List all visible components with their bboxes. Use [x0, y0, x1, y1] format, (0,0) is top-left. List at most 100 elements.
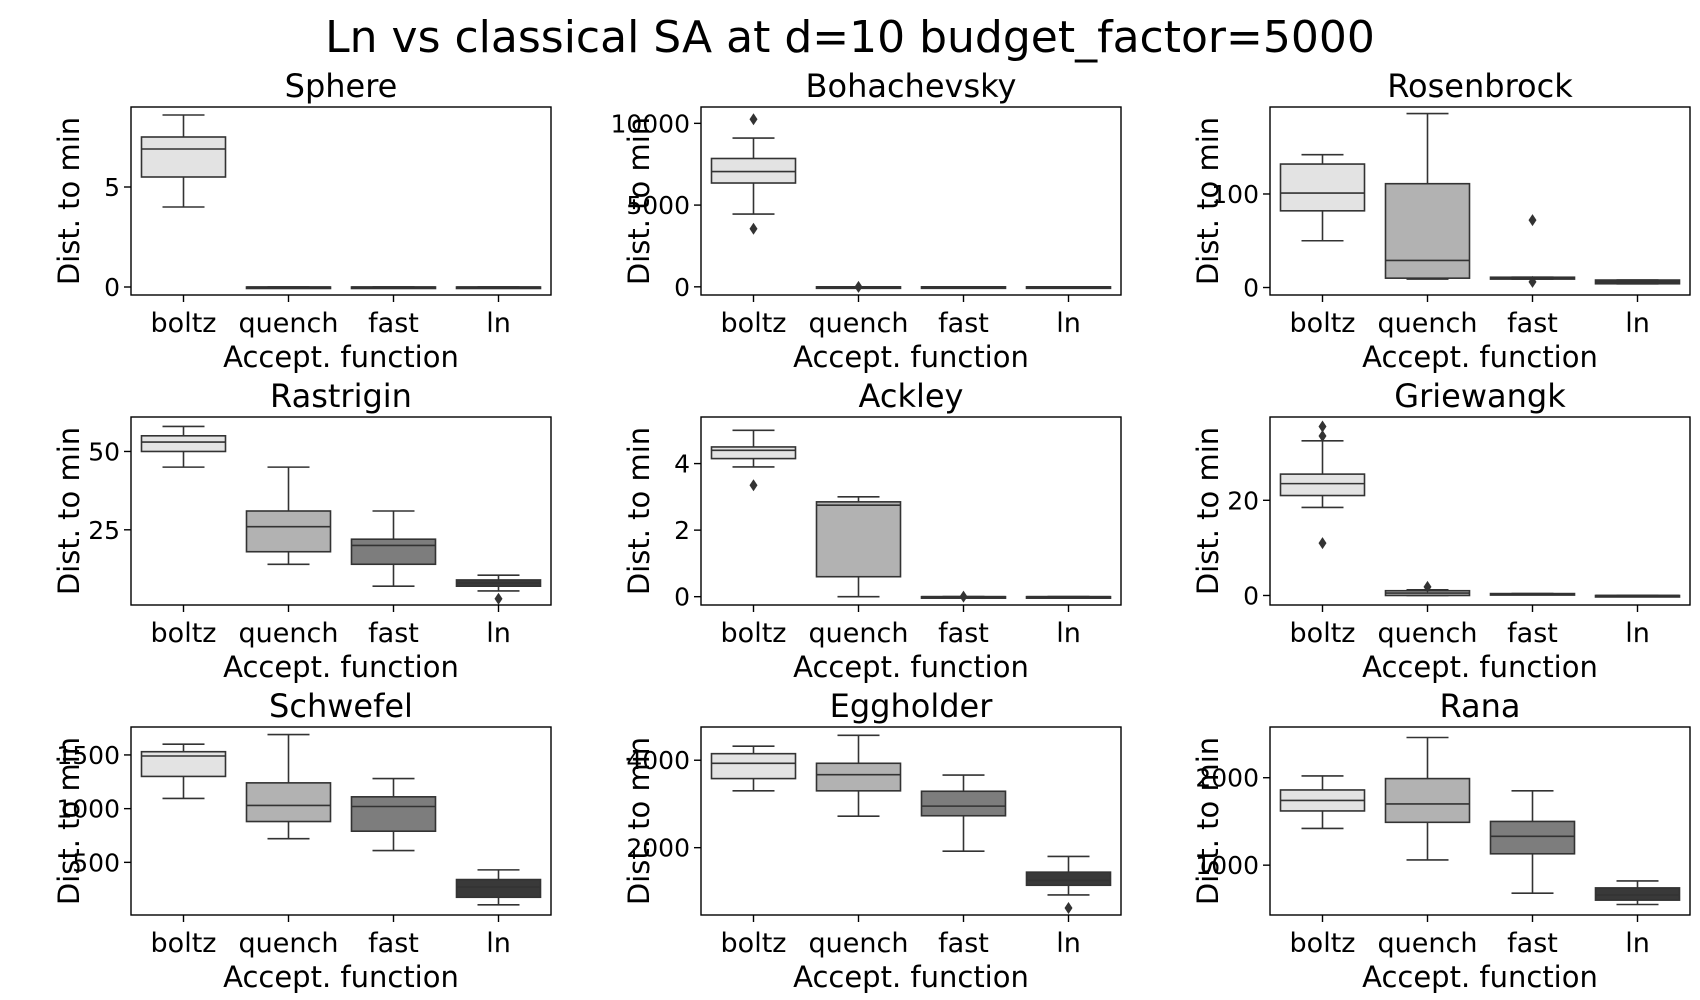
box-quench	[1384, 580, 1471, 597]
y-axis-label: Dist. to min	[622, 427, 656, 595]
y-tick-label: 20	[1227, 486, 1259, 515]
box-iqr	[920, 790, 1007, 817]
box-iqr	[815, 501, 902, 578]
y-axis-label: Dist. to min	[622, 737, 656, 905]
subplot-sphere: Sphere Dist. to min Accept. function 0 5 bolt…	[52, 67, 552, 374]
box-ln	[1025, 286, 1112, 290]
y-tick-label: 4	[674, 450, 690, 479]
box-fast	[920, 590, 1007, 603]
box-boltz	[140, 425, 227, 468]
subplot-title: Griewangk	[1394, 377, 1566, 415]
x-tick-label: quench	[1378, 308, 1478, 339]
box-iqr	[710, 157, 797, 184]
x-tick-label: ln	[1625, 618, 1650, 649]
x-tick-label: ln	[486, 308, 511, 339]
x-tick-label: quench	[239, 308, 339, 339]
box-boltz	[140, 114, 227, 208]
x-tick-label: quench	[239, 618, 339, 649]
y-axis-label: Dist. to min	[1191, 117, 1225, 285]
x-tick-label: boltz	[151, 308, 217, 339]
y-tick-label: 1500	[56, 741, 120, 770]
outlier-point	[494, 592, 503, 605]
box-ln	[1594, 880, 1681, 906]
x-axis-label: Accept. function	[1362, 650, 1598, 684]
box-iqr	[710, 446, 797, 460]
x-tick-label: fast	[368, 308, 419, 339]
x-tick-label: ln	[1056, 308, 1081, 339]
y-tick-label: 0	[674, 273, 690, 302]
y-tick-label: 4000	[626, 746, 690, 775]
outlier-point	[749, 479, 758, 492]
figure-title: Ln vs classical SA at d=10 budget_factor…	[325, 12, 1375, 63]
box-fast	[350, 286, 437, 290]
subplot-bohachevsky: Bohachevsky Dist. to min Accept. function 0…	[610, 67, 1122, 374]
box-iqr	[1594, 887, 1681, 901]
box-iqr	[1384, 182, 1471, 279]
plot-frame	[130, 106, 552, 296]
plot-frame	[130, 416, 552, 606]
y-tick-label: 0	[104, 273, 120, 302]
box-ln	[455, 869, 542, 906]
x-tick-label: fast	[1507, 308, 1558, 339]
box-boltz	[1279, 153, 1366, 242]
box-iqr	[815, 762, 902, 792]
x-tick-label: ln	[1625, 308, 1650, 339]
x-tick-label: ln	[1056, 928, 1081, 959]
y-axis-label: Dist. to min	[1191, 427, 1225, 595]
y-tick-label: 2000	[626, 834, 690, 863]
box-ln	[1594, 279, 1681, 285]
x-tick-label: boltz	[1290, 928, 1356, 959]
y-tick-label: 2	[674, 516, 690, 545]
y-tick-label: 0	[1243, 274, 1259, 303]
subplot-rastrigin: Rastrigin Dist. to min Accept. function 25 5…	[52, 377, 552, 684]
x-tick-label: fast	[1507, 618, 1558, 649]
y-tick-label: 1000	[1195, 851, 1259, 880]
x-tick-label: fast	[368, 928, 419, 959]
outlier-point	[854, 280, 863, 293]
box-boltz	[1279, 420, 1366, 550]
subplot-title: Rosenbrock	[1387, 67, 1573, 105]
x-axis-label: Accept. function	[223, 960, 459, 994]
y-tick-label: 0	[674, 583, 690, 612]
x-axis-label: Accept. function	[793, 960, 1029, 994]
y-axis-label: Dist. to min	[622, 117, 656, 285]
outlier-point	[1318, 430, 1327, 443]
x-tick-label: fast	[368, 618, 419, 649]
x-axis-label: Accept. function	[1362, 960, 1598, 994]
plot-frame	[700, 416, 1122, 606]
outlier-point	[1318, 537, 1327, 550]
box-iqr	[710, 752, 797, 780]
box-iqr	[1279, 163, 1366, 212]
plot-frame	[700, 106, 1122, 296]
y-tick-label: 5	[104, 173, 120, 202]
x-axis-label: Accept. function	[223, 340, 459, 374]
x-tick-label: boltz	[721, 618, 787, 649]
x-tick-label: ln	[486, 618, 511, 649]
x-tick-label: boltz	[721, 928, 787, 959]
box-ln	[1025, 595, 1112, 599]
box-fast	[1489, 790, 1576, 894]
x-tick-label: fast	[938, 308, 989, 339]
outlier-point	[1528, 214, 1537, 227]
x-tick-label: boltz	[721, 308, 787, 339]
box-fast	[920, 286, 1007, 290]
subplot-title: Rastrigin	[270, 377, 412, 415]
box-ln	[1594, 594, 1681, 598]
plot-frame	[700, 726, 1122, 916]
subplot-title: Schwefel	[269, 687, 413, 725]
box-quench	[815, 280, 902, 293]
subplot-rana: Rana Dist. to min Accept. function 1000 2000…	[1191, 687, 1691, 994]
box-iqr	[1279, 473, 1366, 497]
subplot-griewangk: Griewangk Dist. to min Accept. function 0 20…	[1191, 377, 1691, 684]
box-ln	[455, 574, 542, 605]
box-iqr	[245, 782, 332, 823]
y-tick-label: 500	[72, 848, 120, 877]
subplot-title: Eggholder	[830, 687, 994, 725]
subplot-title: Sphere	[285, 67, 398, 105]
y-axis-label: Dist. to min	[52, 737, 86, 905]
plot-frame	[1269, 726, 1691, 916]
box-quench	[1384, 736, 1471, 861]
subplot-title: Bohachevsky	[806, 67, 1017, 105]
y-tick-label: 100	[1211, 180, 1259, 209]
x-tick-label: ln	[486, 928, 511, 959]
